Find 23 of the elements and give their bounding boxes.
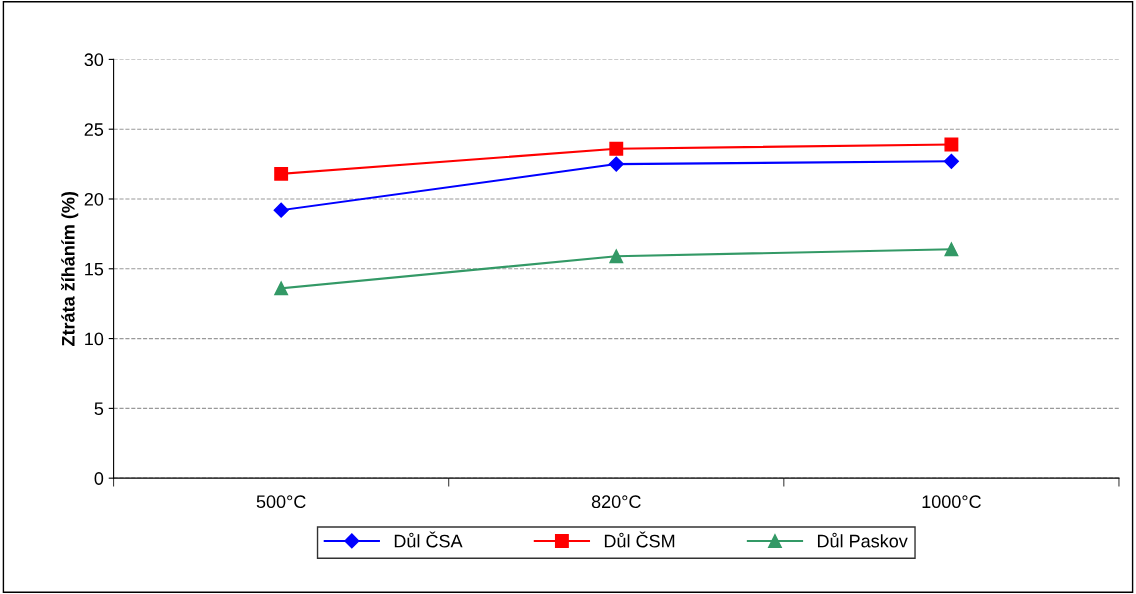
x-tick-label: 820°C — [591, 495, 641, 509]
y-tick-label: 25 — [84, 123, 104, 136]
point — [609, 249, 624, 264]
point — [608, 156, 624, 172]
point — [274, 166, 289, 181]
y-tick-label: 30 — [84, 53, 104, 67]
point — [273, 202, 289, 218]
y-axis-title: Ztráta žíháním (%) — [61, 191, 79, 346]
point — [944, 242, 959, 257]
y-tick-label: 20 — [84, 192, 104, 206]
y-tick-label: 0 — [94, 472, 104, 485]
x-tick-label: 500°C — [256, 495, 306, 509]
y-tick-label: 5 — [94, 402, 104, 416]
y-tick-label: 15 — [85, 262, 104, 276]
legend-label: Důl Paskov — [817, 532, 908, 548]
point — [274, 281, 289, 296]
x-tick-label: 1000°C — [922, 495, 981, 509]
legend-label: Důl ČSM — [604, 531, 675, 548]
y-tick-label: 10 — [85, 332, 104, 346]
legend-label: Důl ČSA — [394, 531, 463, 548]
point — [944, 137, 959, 152]
point — [609, 141, 624, 156]
point — [943, 153, 959, 169]
